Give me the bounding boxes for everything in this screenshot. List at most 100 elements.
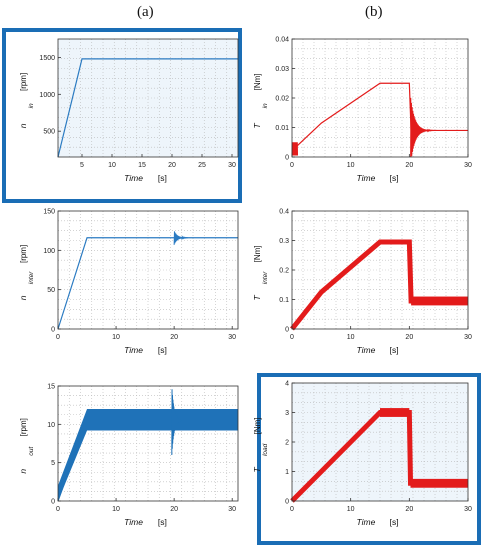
grid bbox=[58, 211, 238, 329]
highlight-frame-left bbox=[2, 28, 242, 203]
y-axis-symbol: T bbox=[252, 295, 262, 301]
x-tick-label: 10 bbox=[108, 162, 116, 169]
y-tick-label: 1500 bbox=[39, 55, 55, 62]
chart-n_in: 5 10 15 20 25 30 500 1000 1500 Time [s] n in [rpm] bbox=[18, 38, 239, 183]
y-tick-label: 0.03 bbox=[275, 66, 289, 73]
y-tick-label: 0.04 bbox=[275, 37, 289, 44]
x-axis-label: Time bbox=[124, 517, 143, 527]
y-axis-unit: [Nm] bbox=[253, 73, 262, 90]
y-tick-label: 10 bbox=[47, 422, 55, 429]
x-tick-label: 20 bbox=[170, 334, 178, 341]
y-tick-label: 5 bbox=[51, 460, 55, 467]
y-tick-label: 50 bbox=[47, 287, 55, 294]
column-label-a: (a) bbox=[137, 4, 154, 20]
y-axis-label: n out [rpm] bbox=[18, 418, 35, 473]
x-tick-label: 5 bbox=[80, 162, 84, 169]
x-axis-label: Time bbox=[357, 173, 376, 183]
y-axis-unit: [Nm] bbox=[253, 417, 262, 434]
x-tick-label: 0 bbox=[290, 506, 294, 513]
x-tick-label: 0 bbox=[290, 162, 294, 169]
x-axis-label: Time bbox=[124, 345, 143, 355]
x-axis-label: Time bbox=[357, 517, 376, 527]
y-axis-symbol: T bbox=[252, 467, 262, 473]
y-axis-unit: [rpm] bbox=[19, 73, 28, 91]
y-tick-label: 0.4 bbox=[279, 209, 289, 216]
y-axis-label: n in [rpm] bbox=[18, 73, 35, 128]
chart-n_inter: 0 10 20 30 0 50 100 150 Time [s] n inter [rpm] bbox=[18, 209, 239, 355]
x-tick-label: 20 bbox=[168, 162, 176, 169]
y-axis-symbol: n bbox=[18, 469, 28, 474]
oscillation-path bbox=[173, 231, 188, 245]
y-tick-label: 100 bbox=[43, 248, 55, 255]
x-axis-unit: [s] bbox=[390, 517, 399, 527]
y-tick-label: 4 bbox=[285, 381, 289, 388]
y-tick-label: 2 bbox=[285, 440, 289, 447]
y-axis-label: n inter [rpm] bbox=[18, 245, 35, 300]
x-tick-label: 30 bbox=[228, 506, 236, 513]
x-axis-unit: [s] bbox=[390, 345, 399, 355]
series-oscillation-T_load bbox=[380, 408, 468, 488]
oscillation-path bbox=[410, 97, 439, 158]
y-tick-label: 0 bbox=[51, 499, 55, 506]
y-tick-label: 1 bbox=[285, 469, 289, 476]
x-axis-unit: [s] bbox=[158, 517, 167, 527]
y-tick-label: 0 bbox=[285, 155, 289, 162]
y-axis-symbol: n bbox=[18, 123, 28, 128]
y-axis-unit: [Nm] bbox=[253, 245, 262, 262]
y-axis-unit: [rpm] bbox=[19, 245, 28, 263]
x-tick-label: 20 bbox=[405, 334, 413, 341]
y-tick-label: 0 bbox=[285, 499, 289, 506]
chart-n_out: 0 10 20 30 0 5 10 15 Time [s] n out [rpm] bbox=[18, 384, 239, 527]
chart-T_in: 0 10 20 30 0 0.01 0.02 0.03 0.04 Time [s] Tin [Nm] bbox=[252, 37, 472, 184]
y-axis-unit: [rpm] bbox=[19, 418, 28, 436]
x-tick-label: 10 bbox=[347, 334, 355, 341]
y-tick-label: 3 bbox=[285, 410, 289, 417]
x-tick-label: 30 bbox=[228, 162, 236, 169]
y-tick-label: 0.02 bbox=[275, 96, 289, 103]
series-oscillation-n_inter bbox=[173, 231, 188, 245]
x-tick-label: 10 bbox=[347, 162, 355, 169]
y-axis-subscript: out bbox=[28, 446, 35, 456]
x-axis-label: Time bbox=[357, 345, 376, 355]
series-oscillation-T_in bbox=[291, 97, 439, 158]
y-axis-subscript: inter bbox=[28, 271, 35, 284]
grid bbox=[292, 211, 468, 329]
y-axis-symbol: n bbox=[18, 295, 28, 300]
y-axis-subscript: load bbox=[262, 443, 269, 456]
y-tick-label: 0.2 bbox=[279, 268, 289, 275]
series-oscillation-T_inter bbox=[411, 296, 468, 306]
y-tick-label: 0 bbox=[285, 327, 289, 334]
y-tick-label: 0.3 bbox=[279, 238, 289, 245]
oscillation-band bbox=[411, 296, 468, 306]
y-axis-subscript: inter bbox=[262, 271, 269, 284]
y-tick-label: 0 bbox=[51, 327, 55, 334]
series-line-n_in bbox=[57, 58, 238, 158]
x-axis-unit: [s] bbox=[158, 173, 167, 183]
y-tick-label: 0.01 bbox=[275, 125, 289, 132]
x-tick-label: 20 bbox=[170, 506, 178, 513]
x-axis-label: Time bbox=[124, 173, 143, 183]
x-tick-label: 10 bbox=[112, 506, 120, 513]
x-tick-label: 10 bbox=[112, 334, 120, 341]
y-tick-label: 15 bbox=[47, 384, 55, 391]
grid bbox=[292, 39, 468, 157]
x-tick-label: 0 bbox=[56, 506, 60, 513]
y-axis-subscript: in bbox=[28, 103, 35, 108]
highlight-frame-right bbox=[257, 373, 481, 545]
series-oscillation-n_out bbox=[58, 389, 238, 501]
y-axis-label: Tin [Nm] bbox=[252, 73, 269, 128]
x-tick-label: 30 bbox=[228, 334, 236, 341]
plot-frame bbox=[57, 38, 239, 158]
x-tick-label: 25 bbox=[198, 162, 206, 169]
series-line-n_inter bbox=[57, 237, 238, 330]
x-tick-label: 10 bbox=[347, 506, 355, 513]
y-tick-label: 500 bbox=[43, 129, 55, 136]
x-tick-label: 15 bbox=[138, 162, 146, 169]
y-tick-label: 150 bbox=[43, 209, 55, 216]
oscillation-band bbox=[58, 409, 238, 501]
